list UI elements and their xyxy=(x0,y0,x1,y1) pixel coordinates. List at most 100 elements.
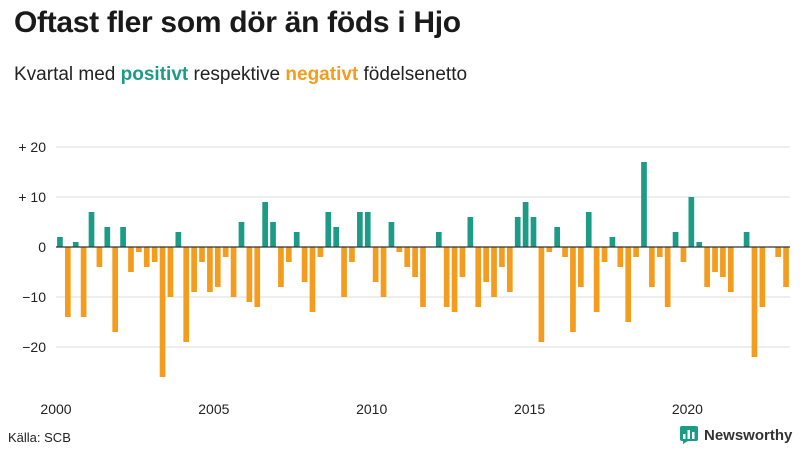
bar xyxy=(672,232,679,247)
bar xyxy=(514,217,521,247)
bar xyxy=(104,227,111,247)
bar xyxy=(112,247,119,332)
bar-chart: + 20 + 10 0 −10 −20 2000 2005 2010 2015 2020 xyxy=(18,139,790,417)
bar xyxy=(199,247,205,262)
bar xyxy=(617,247,624,267)
bar xyxy=(207,247,213,292)
bar xyxy=(775,247,781,257)
x-tick-label: 2015 xyxy=(514,401,545,417)
bar xyxy=(585,212,592,247)
subtitle-suffix: födelsenetto xyxy=(363,64,468,85)
bar xyxy=(664,247,671,307)
bar xyxy=(404,247,411,267)
source-note: Källa: SCB xyxy=(8,430,71,445)
bar xyxy=(214,247,221,287)
bar xyxy=(396,247,403,252)
bar xyxy=(443,247,450,307)
bar xyxy=(435,232,442,247)
bar xyxy=(451,247,458,312)
bar xyxy=(136,247,142,252)
bar xyxy=(301,247,308,282)
chart-subtitle: Kvartal med positivt respektive negativt… xyxy=(14,64,467,86)
bar xyxy=(522,202,529,247)
y-tick-label: 0 xyxy=(38,239,46,255)
bar xyxy=(317,247,324,257)
subtitle-middle: respektive xyxy=(193,64,281,85)
bar xyxy=(309,247,316,312)
bar xyxy=(349,247,355,262)
bar xyxy=(388,222,395,247)
newsworthy-logo-icon xyxy=(680,426,698,444)
bar xyxy=(751,247,758,357)
brand-logo: Newsworthy xyxy=(680,426,792,444)
bar xyxy=(380,247,387,297)
y-tick-label: + 10 xyxy=(18,189,46,205)
bar xyxy=(159,247,166,377)
bar xyxy=(167,247,174,297)
x-tick-label: 2000 xyxy=(40,401,71,417)
bar xyxy=(554,227,561,247)
bar xyxy=(680,247,687,262)
bar xyxy=(333,227,340,247)
bar xyxy=(412,247,418,277)
bar xyxy=(656,247,663,257)
bar xyxy=(625,247,632,322)
bar xyxy=(704,247,710,287)
bar xyxy=(262,202,268,247)
bar xyxy=(593,247,600,312)
bar xyxy=(759,247,766,307)
bar xyxy=(372,247,379,282)
bar xyxy=(183,247,190,342)
bar xyxy=(72,242,79,247)
bar xyxy=(720,247,726,277)
bar xyxy=(641,162,647,247)
bar xyxy=(727,247,734,292)
bar xyxy=(483,247,489,282)
bar xyxy=(562,247,568,257)
bar xyxy=(499,247,505,267)
x-tick-label: 2005 xyxy=(198,401,229,417)
subtitle-negative-label: negativt xyxy=(285,64,359,85)
bar xyxy=(270,222,276,247)
bar xyxy=(175,232,182,247)
bar xyxy=(254,247,261,307)
bar xyxy=(530,217,537,247)
y-tick-label: + 20 xyxy=(18,139,46,155)
chart-title: Oftast fler som dör än föds i Hjo xyxy=(14,6,461,39)
bar xyxy=(696,242,703,247)
bar xyxy=(143,247,150,267)
bar xyxy=(783,247,789,287)
bar xyxy=(601,247,608,262)
bar xyxy=(506,247,513,292)
bar xyxy=(65,247,71,317)
bar xyxy=(325,212,332,247)
brand-name: Newsworthy xyxy=(704,426,793,444)
bar xyxy=(230,247,237,297)
bar xyxy=(364,212,371,247)
bar xyxy=(491,247,497,297)
bar xyxy=(88,212,95,247)
bar xyxy=(191,247,197,292)
bar xyxy=(151,247,158,262)
bar xyxy=(712,247,718,272)
bar xyxy=(475,247,482,307)
bar xyxy=(420,247,426,307)
bar xyxy=(278,247,284,287)
bar xyxy=(467,217,474,247)
bar xyxy=(743,232,750,247)
bar xyxy=(609,237,616,247)
y-tick-label: −20 xyxy=(22,339,46,355)
bar xyxy=(649,247,655,287)
bar xyxy=(80,247,87,317)
bar xyxy=(546,247,553,252)
bar xyxy=(285,247,292,262)
x-tick-label: 2010 xyxy=(356,401,387,417)
bar xyxy=(688,197,695,247)
bar xyxy=(120,227,126,247)
bar xyxy=(357,212,363,247)
x-tick-label: 2020 xyxy=(672,401,703,417)
bar xyxy=(570,247,576,332)
bar xyxy=(538,247,545,342)
y-tick-label: −10 xyxy=(22,289,46,305)
bar xyxy=(238,222,245,247)
